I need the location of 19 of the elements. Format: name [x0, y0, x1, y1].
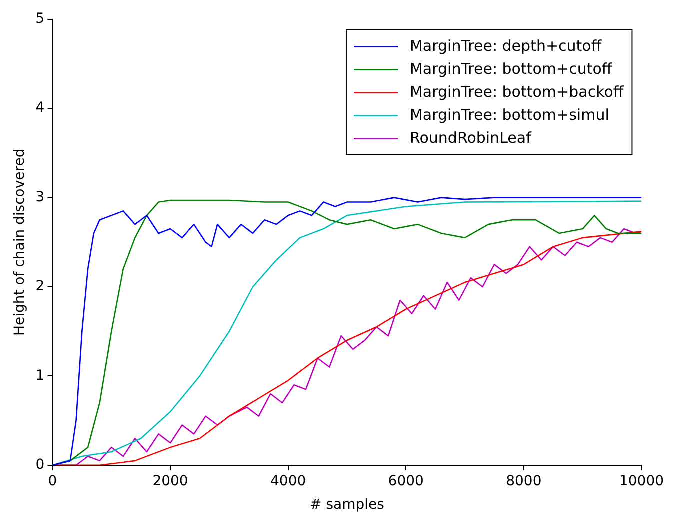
- legend-label: MarginTree: bottom+simul: [410, 106, 610, 124]
- y-tick-label: 3: [36, 189, 45, 206]
- x-tick-label: 8000: [506, 473, 542, 490]
- legend-label: RoundRobinLeaf: [410, 128, 532, 147]
- y-tick-label: 1: [36, 368, 45, 384]
- y-tick-label: 0: [36, 457, 45, 474]
- y-axis-title: Height of chain discovered: [12, 148, 28, 336]
- y-tick-label: 2: [36, 278, 45, 295]
- legend-label: MarginTree: bottom+backoff: [410, 82, 624, 101]
- x-axis-title: # samples: [310, 497, 384, 514]
- x-tick-label: 4000: [270, 473, 306, 490]
- y-tick-label: 4: [36, 100, 45, 116]
- x-tick-label: 10000: [619, 473, 664, 490]
- x-tick-label: 2000: [152, 473, 188, 490]
- x-tick-label: 0: [48, 473, 58, 490]
- y-tick-label: 5: [36, 11, 45, 28]
- legend-label: MarginTree: depth+cutoff: [410, 36, 602, 55]
- legend-label: MarginTree: bottom+cutoff: [410, 60, 613, 78]
- x-tick-label: 6000: [388, 473, 424, 490]
